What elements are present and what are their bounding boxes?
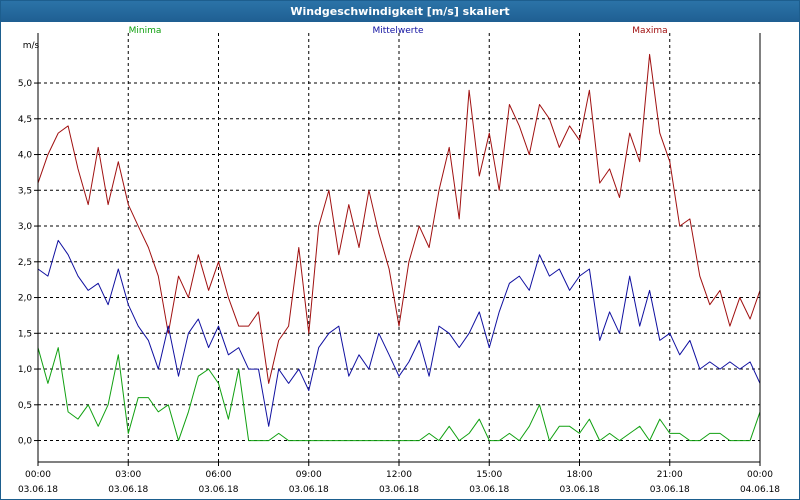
legend: Maxima Mittelwerte Minima xyxy=(129,26,668,36)
x-tick-time-label: 00:00 xyxy=(747,470,773,480)
x-tick-time-label: 12:00 xyxy=(386,470,412,480)
x-tick-time-label: 00:00 xyxy=(25,470,51,480)
legend-entry-minima: Minima xyxy=(129,26,162,36)
x-tick-time-label: 21:00 xyxy=(657,470,683,480)
y-tick-label: 2,0 xyxy=(18,294,33,304)
x-tick-time-label: 03:00 xyxy=(115,470,141,480)
x-tick-date-label: 03.06.18 xyxy=(469,485,509,495)
y-tick-label: 4,5 xyxy=(18,115,32,125)
x-tick-time-label: 06:00 xyxy=(206,470,232,480)
y-tick-label: 1,5 xyxy=(18,329,32,339)
y-tick-label: 3,0 xyxy=(18,222,33,232)
y-tick-label: 1,0 xyxy=(18,365,33,375)
axes xyxy=(34,33,761,466)
x-tick-date-label: 03.06.18 xyxy=(108,485,148,495)
window-title: Windgeschwindigkeit [m/s] skaliert xyxy=(1,1,799,22)
y-tick-label: 4,0 xyxy=(18,151,33,161)
x-tick-date-label: 03.06.18 xyxy=(379,485,419,495)
series-lines xyxy=(37,53,761,442)
series-line-mittelwerte xyxy=(37,239,761,427)
y-tick-label: 2,5 xyxy=(18,258,32,268)
grid-lines xyxy=(38,33,760,462)
legend-entry-mittelwerte: Mittelwerte xyxy=(372,26,423,36)
series-line-minima xyxy=(37,347,761,442)
y-tick-label: 0,5 xyxy=(18,401,32,411)
tick-labels: 0,0 0,5 1,0 1,5 2,0 2,5 3,0 3,5 4,0 4,5 5,0 m/s 00:0… xyxy=(18,41,780,495)
x-tick-date-label: 03.06.18 xyxy=(650,485,690,495)
y-tick-label: 5,0 xyxy=(18,79,33,89)
legend-entry-maxima: Maxima xyxy=(632,26,667,36)
x-tick-date-label: 03.06.18 xyxy=(18,485,58,495)
series-line-maxima xyxy=(37,53,761,384)
x-tick-time-label: 15:00 xyxy=(476,470,502,480)
y-axis-label: m/s xyxy=(23,41,40,51)
x-tick-time-label: 18:00 xyxy=(567,470,593,480)
x-tick-date-label: 03.06.18 xyxy=(198,485,238,495)
y-tick-label: 0,0 xyxy=(18,437,33,447)
x-tick-date-label: 03.06.18 xyxy=(289,485,329,495)
x-tick-date-label: 04.06.18 xyxy=(740,485,780,495)
y-tick-label: 3,5 xyxy=(18,186,32,196)
x-tick-date-label: 03.06.18 xyxy=(559,485,599,495)
x-tick-time-label: 09:00 xyxy=(296,470,322,480)
